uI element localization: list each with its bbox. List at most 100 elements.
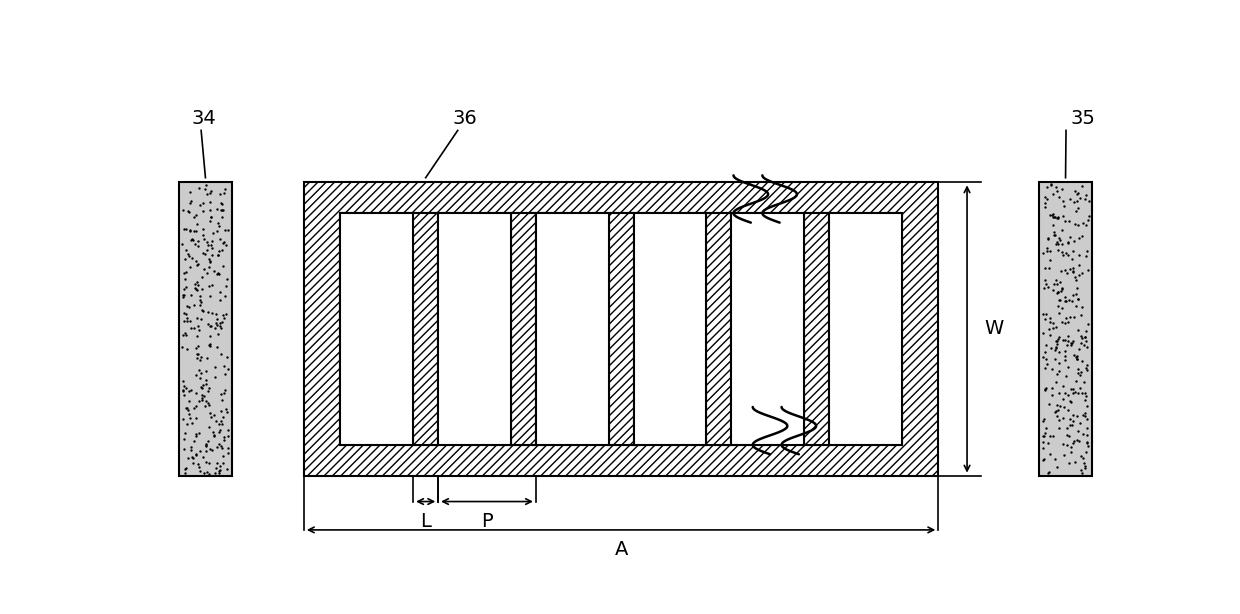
- Point: [210, 269, 229, 279]
- Point: [1049, 233, 1069, 243]
- Point: [175, 429, 195, 438]
- Point: [1033, 328, 1053, 338]
- Point: [1043, 210, 1063, 220]
- Point: [192, 395, 212, 405]
- Point: [1043, 323, 1063, 333]
- Point: [180, 263, 200, 273]
- Point: [211, 205, 231, 215]
- Point: [203, 430, 223, 440]
- Point: [181, 442, 201, 452]
- Point: [1075, 332, 1095, 341]
- Point: [1045, 230, 1065, 240]
- Point: [1060, 194, 1080, 204]
- Point: [196, 440, 216, 450]
- Point: [203, 266, 223, 276]
- Point: [1054, 211, 1074, 221]
- Point: [205, 410, 224, 419]
- Point: [206, 372, 226, 382]
- Point: [180, 187, 200, 197]
- Point: [206, 464, 226, 473]
- Point: [182, 418, 202, 427]
- Text: P: P: [481, 512, 492, 531]
- Point: [196, 446, 216, 456]
- Point: [1034, 363, 1054, 373]
- Bar: [341, 214, 413, 445]
- Point: [1056, 340, 1076, 350]
- Point: [174, 292, 193, 302]
- Point: [1061, 384, 1081, 394]
- Point: [1033, 352, 1053, 362]
- Point: [1071, 338, 1091, 348]
- Point: [175, 464, 195, 473]
- Point: [1068, 411, 1087, 421]
- Point: [207, 458, 227, 468]
- Point: [1075, 411, 1095, 421]
- Point: [1056, 440, 1076, 450]
- Point: [1059, 236, 1079, 246]
- Point: [191, 373, 211, 383]
- Point: [212, 419, 232, 429]
- Point: [211, 441, 231, 451]
- Point: [1055, 346, 1075, 356]
- Point: [1045, 212, 1065, 222]
- Point: [196, 181, 216, 190]
- Point: [200, 281, 219, 290]
- Point: [1076, 365, 1096, 375]
- Point: [1061, 447, 1081, 457]
- Point: [1066, 283, 1086, 293]
- Point: [181, 385, 201, 395]
- Point: [179, 405, 198, 415]
- Point: [192, 284, 212, 294]
- Point: [1076, 342, 1096, 352]
- Point: [177, 316, 197, 326]
- Point: [172, 290, 192, 300]
- Point: [1043, 391, 1063, 400]
- Point: [201, 186, 221, 196]
- Point: [1052, 266, 1071, 276]
- Point: [1060, 414, 1080, 424]
- Point: [1052, 225, 1071, 235]
- Point: [1047, 339, 1066, 349]
- Point: [1052, 239, 1071, 249]
- Point: [1040, 246, 1060, 256]
- Point: [187, 219, 207, 229]
- Bar: [179, 182, 232, 475]
- Point: [1042, 343, 1061, 353]
- Point: [184, 323, 203, 333]
- Point: [213, 459, 233, 468]
- Point: [186, 370, 206, 379]
- Point: [1047, 377, 1066, 387]
- Point: [1073, 468, 1092, 478]
- Point: [1060, 265, 1080, 274]
- Point: [181, 235, 201, 244]
- Point: [1069, 250, 1089, 260]
- Point: [210, 295, 229, 305]
- Point: [201, 331, 221, 341]
- Point: [202, 236, 222, 246]
- Point: [174, 376, 193, 386]
- Point: [203, 228, 223, 238]
- Point: [1063, 416, 1083, 426]
- Point: [174, 290, 193, 300]
- Point: [210, 234, 229, 244]
- Point: [200, 257, 219, 266]
- Point: [1054, 388, 1074, 398]
- Point: [198, 458, 218, 468]
- Point: [1053, 394, 1073, 404]
- Point: [212, 212, 232, 222]
- Point: [188, 280, 208, 290]
- Point: [1055, 297, 1075, 306]
- Point: [177, 403, 197, 413]
- Point: [1075, 388, 1095, 398]
- Point: [1069, 388, 1089, 398]
- Point: [1058, 390, 1078, 400]
- Bar: [438, 213, 511, 445]
- Point: [190, 325, 210, 335]
- Point: [1047, 182, 1066, 192]
- Point: [187, 285, 207, 295]
- Point: [197, 237, 217, 247]
- Point: [1076, 447, 1096, 457]
- Point: [1060, 313, 1080, 322]
- Point: [208, 329, 228, 339]
- Point: [1048, 301, 1068, 311]
